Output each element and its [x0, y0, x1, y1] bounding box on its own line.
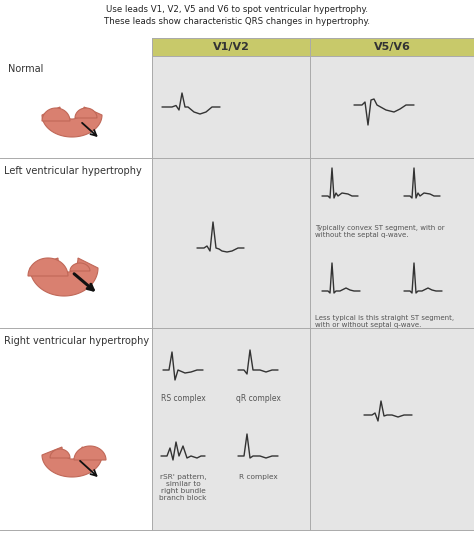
Text: Typically convex ST segment, with or: Typically convex ST segment, with or — [315, 225, 445, 231]
Text: RS complex: RS complex — [161, 394, 205, 403]
Text: Use leads V1, V2, V5 and V6 to spot ventricular hypertrophy.: Use leads V1, V2, V5 and V6 to spot vent… — [106, 5, 368, 14]
PathPatch shape — [75, 108, 97, 118]
Text: Left ventricular hypertrophy: Left ventricular hypertrophy — [4, 166, 142, 176]
Text: right bundle: right bundle — [161, 488, 205, 494]
PathPatch shape — [42, 108, 70, 121]
Text: qR complex: qR complex — [236, 394, 281, 403]
Text: V5/V6: V5/V6 — [374, 42, 410, 52]
PathPatch shape — [42, 107, 102, 137]
Text: without the septal q-wave.: without the septal q-wave. — [315, 232, 409, 238]
PathPatch shape — [50, 449, 70, 458]
PathPatch shape — [30, 258, 98, 296]
Bar — [310, 56, 474, 158]
Text: Normal: Normal — [8, 64, 44, 74]
Text: V1/V2: V1/V2 — [212, 42, 249, 52]
PathPatch shape — [42, 447, 102, 477]
Bar — [152, 158, 310, 328]
Bar — [152, 56, 310, 158]
Text: with or without septal q-wave.: with or without septal q-wave. — [315, 322, 421, 328]
Text: R complex: R complex — [238, 474, 277, 480]
Bar — [310, 328, 474, 530]
Bar — [310, 158, 474, 328]
Text: These leads show characteristic QRS changes in hypertrophy.: These leads show characteristic QRS chan… — [104, 17, 370, 26]
Bar — [152, 328, 310, 530]
PathPatch shape — [28, 258, 68, 276]
Text: similar to: similar to — [165, 481, 201, 487]
Text: Less typical is this straight ST segment,: Less typical is this straight ST segment… — [315, 315, 454, 321]
Bar — [152, 38, 474, 56]
PathPatch shape — [70, 263, 90, 271]
Text: Right ventricular hypertrophy: Right ventricular hypertrophy — [4, 336, 149, 346]
Text: rSR' pattern,: rSR' pattern, — [160, 474, 206, 480]
Text: branch block: branch block — [159, 495, 207, 501]
PathPatch shape — [74, 446, 106, 460]
